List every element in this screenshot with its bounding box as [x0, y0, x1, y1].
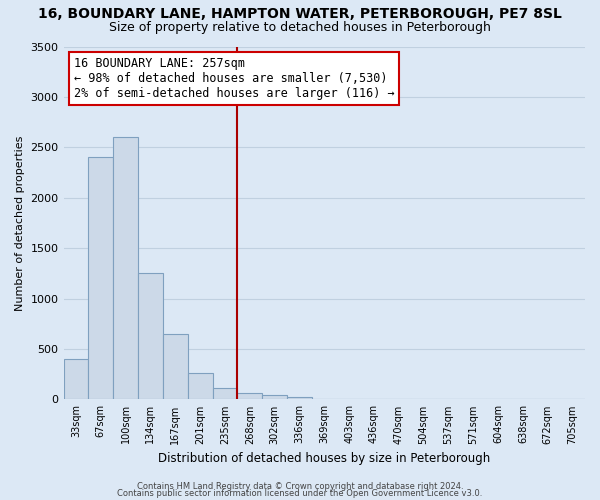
- X-axis label: Distribution of detached houses by size in Peterborough: Distribution of detached houses by size …: [158, 452, 490, 465]
- Text: Size of property relative to detached houses in Peterborough: Size of property relative to detached ho…: [109, 21, 491, 34]
- Bar: [163, 334, 188, 400]
- Y-axis label: Number of detached properties: Number of detached properties: [15, 136, 25, 310]
- Bar: [113, 138, 138, 400]
- Bar: [238, 394, 262, 400]
- Text: Contains public sector information licensed under the Open Government Licence v3: Contains public sector information licen…: [118, 489, 482, 498]
- Bar: [188, 373, 212, 400]
- Bar: [138, 274, 163, 400]
- Bar: [262, 396, 287, 400]
- Text: 16, BOUNDARY LANE, HAMPTON WATER, PETERBOROUGH, PE7 8SL: 16, BOUNDARY LANE, HAMPTON WATER, PETERB…: [38, 8, 562, 22]
- Bar: [64, 359, 88, 400]
- Text: Contains HM Land Registry data © Crown copyright and database right 2024.: Contains HM Land Registry data © Crown c…: [137, 482, 463, 491]
- Bar: [88, 158, 113, 400]
- Bar: [287, 398, 312, 400]
- Text: 16 BOUNDARY LANE: 257sqm
← 98% of detached houses are smaller (7,530)
2% of semi: 16 BOUNDARY LANE: 257sqm ← 98% of detach…: [74, 57, 395, 100]
- Bar: [212, 388, 238, 400]
